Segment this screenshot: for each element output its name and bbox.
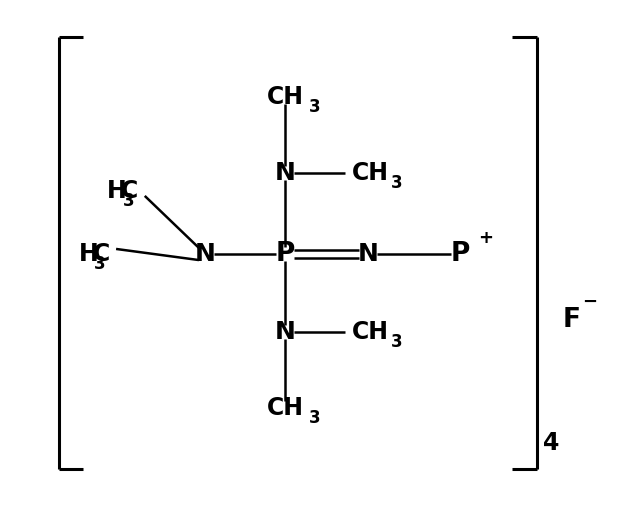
Text: P: P [275,241,294,267]
Text: +: + [478,229,493,247]
Text: P: P [451,241,470,267]
Text: 3: 3 [94,255,106,273]
Text: −: − [582,293,598,311]
Text: N: N [357,242,378,266]
Text: CH: CH [266,85,303,109]
Text: 3: 3 [392,333,403,352]
Text: N: N [275,321,296,344]
Text: H: H [79,242,99,266]
Text: N: N [195,242,216,266]
Text: 3: 3 [309,409,321,427]
Text: CH: CH [352,161,389,185]
Text: 3: 3 [309,99,321,116]
Text: CH: CH [266,396,303,420]
Text: 4: 4 [543,431,559,455]
Text: 3: 3 [392,174,403,192]
Text: 3: 3 [123,192,134,210]
Text: N: N [275,161,296,185]
Text: CH: CH [352,321,389,344]
Text: F: F [562,307,580,333]
Text: H: H [107,179,127,203]
Text: C: C [121,179,138,203]
Text: C: C [92,242,109,266]
